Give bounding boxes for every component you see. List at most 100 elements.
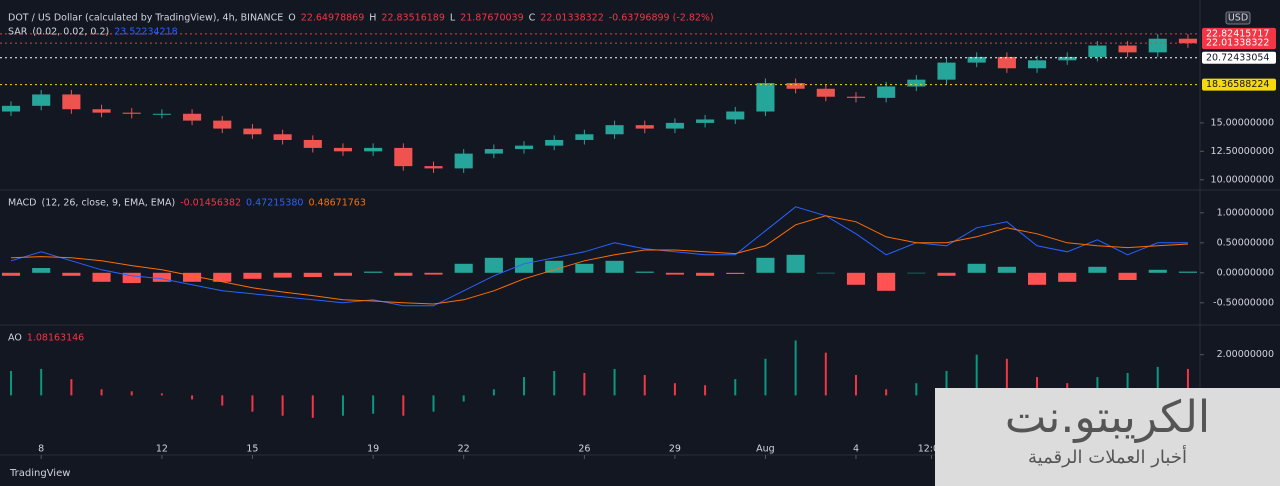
ao-bar: [1186, 368, 1189, 396]
legend-text: SAR: [8, 27, 28, 38]
histogram-bar: [545, 260, 564, 273]
x-tick-label: 22: [458, 444, 470, 455]
y-tick-label: 0.00000000: [1217, 267, 1274, 278]
histogram-bar: [1178, 271, 1197, 273]
histogram-bar: [696, 272, 715, 276]
x-tick-label: 19: [367, 444, 379, 455]
watermark: الكريبتو.نت أخبار العملات الرقمية: [935, 388, 1280, 486]
candle-body: [303, 139, 322, 148]
y-tick-label: -0.50000000: [1213, 297, 1274, 308]
legend-text: 23.52234218: [114, 27, 177, 38]
ao-bar: [673, 383, 676, 396]
price-tag: [1202, 27, 1276, 40]
histogram-bar: [635, 271, 654, 273]
ao-bar: [100, 389, 103, 396]
histogram-bar: [454, 263, 473, 273]
ao-bar: [462, 395, 465, 402]
candle-body: [726, 111, 745, 120]
candle-body: [1178, 38, 1197, 44]
ao-bar: [704, 385, 707, 396]
candle-body: [1148, 38, 1167, 53]
candle-body: [1088, 45, 1107, 57]
ao-bar: [10, 370, 13, 396]
macd-line: [10, 206, 1188, 307]
ao-bar: [613, 368, 616, 396]
candle-body: [1027, 60, 1047, 69]
legend-text: L: [450, 13, 456, 24]
legend-text: 0.48671763: [308, 198, 365, 209]
candle-body: [514, 145, 534, 150]
ao-bar: [191, 395, 194, 400]
ao-bar: [643, 375, 646, 396]
histogram-bar: [877, 272, 896, 291]
ao-bar: [251, 395, 254, 412]
price-tag: [1202, 37, 1276, 50]
price-tag: [1202, 78, 1276, 91]
ao-bar: [885, 389, 888, 396]
candle-body: [213, 120, 232, 129]
candle-body: [122, 112, 141, 114]
legend-text: MACD: [8, 198, 36, 209]
candle-body: [364, 147, 383, 152]
histogram-bar: [62, 272, 81, 276]
y-tick-label: 0.50000000: [1217, 237, 1274, 248]
ao-bar: [824, 352, 827, 396]
candle-body: [484, 149, 503, 154]
candle-body: [937, 62, 956, 80]
price-tag: [1202, 51, 1276, 64]
legend-text: -0.01456382: [180, 198, 241, 209]
candle-body: [816, 88, 835, 97]
histogram-bar: [152, 272, 171, 282]
candle-body: [696, 119, 715, 123]
x-tick-label: 8: [38, 444, 44, 455]
histogram-bar: [394, 272, 413, 276]
macd-line: [10, 215, 1188, 305]
histogram-bar: [514, 257, 534, 273]
candle-body: [665, 122, 684, 129]
legend-text: C: [529, 13, 536, 24]
candle-body: [243, 128, 262, 135]
legend-text: (12, 26, close, 9, EMA, EMA): [41, 198, 175, 209]
ao-bar: [1156, 366, 1159, 396]
ao-bar: [130, 391, 133, 396]
histogram-bar: [32, 268, 51, 273]
currency: USD: [1228, 13, 1248, 24]
histogram-bar: [907, 272, 926, 274]
ao-bar: [70, 379, 73, 396]
candle-body: [183, 113, 202, 121]
candle-body: [786, 83, 805, 89]
histogram-bar: [756, 257, 775, 273]
histogram-bar: [1148, 269, 1167, 273]
x-tick-label: 4: [853, 444, 859, 455]
ao-bar: [1036, 377, 1039, 396]
histogram-bar: [786, 254, 805, 273]
ao-bar: [1005, 358, 1008, 396]
candle-body: [967, 56, 986, 63]
ao-bar: [160, 393, 163, 396]
ao-bar: [523, 377, 526, 396]
candle-body: [1, 105, 21, 112]
ao-bar: [492, 389, 495, 396]
histogram-bar: [122, 272, 141, 283]
ao-bar: [975, 354, 978, 396]
candle-body: [333, 147, 353, 152]
candle-body: [394, 147, 413, 167]
ao-bar: [734, 379, 737, 396]
histogram-bar: [303, 272, 322, 277]
ao-bar: [854, 375, 857, 396]
x-tick-label: 15: [246, 444, 258, 455]
histogram-bar: [424, 272, 443, 275]
legend-text: 22.83516189: [381, 13, 444, 24]
histogram-bar: [1118, 272, 1137, 280]
ao-bar: [432, 395, 435, 412]
candle-body: [32, 94, 51, 106]
ao-bar: [553, 370, 556, 396]
x-tick-label: 12: [156, 444, 168, 455]
histogram-bar: [484, 257, 503, 273]
candle-body: [1058, 56, 1077, 61]
y-tick-label: 12.50000000: [1211, 146, 1274, 157]
candle-body: [635, 125, 654, 129]
legend-text: 22.64978869: [301, 13, 364, 24]
ao-bar: [402, 395, 405, 416]
